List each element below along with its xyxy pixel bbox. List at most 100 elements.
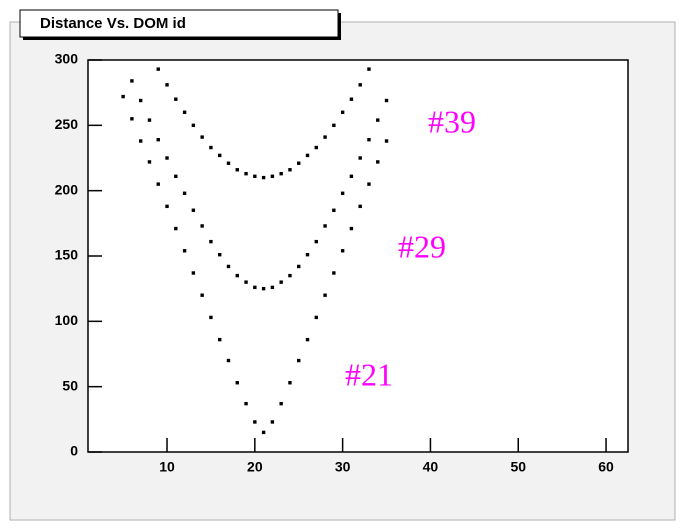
point [165,83,169,87]
chart-title: Distance Vs. DOM id [40,15,186,32]
x-tick-label: 10 [159,459,175,475]
title-box [19,9,339,38]
point [305,252,310,257]
point [288,381,292,385]
y-tick-label: 150 [55,247,79,263]
point [130,79,134,83]
point [288,273,292,278]
point [147,118,152,122]
point [376,160,380,164]
point [174,226,178,231]
point [358,204,362,209]
point [226,161,231,165]
point [384,98,389,103]
annotation: #39 [428,103,476,139]
point [376,118,380,122]
point [200,135,204,139]
x-tick-label: 50 [510,459,526,475]
point [358,156,362,160]
point [340,249,345,253]
point [305,337,310,342]
x-tick-label: 60 [598,459,614,475]
point [384,139,389,143]
point [182,249,187,253]
point [191,271,196,275]
point [226,264,231,269]
point [323,224,327,228]
y-tick-label: 50 [62,377,78,393]
point [121,94,125,99]
point [182,191,187,195]
point [270,285,275,290]
point [244,401,248,406]
point [305,153,310,158]
x-tick-label: 30 [335,459,351,475]
point [332,123,336,128]
point [209,239,213,244]
point [253,420,257,424]
point [253,285,257,290]
point [270,420,275,424]
point [130,117,134,121]
x-tick-label: 20 [247,459,263,475]
point [323,293,327,297]
point [191,123,196,128]
point [244,280,248,284]
point [147,160,152,164]
point [156,67,160,71]
point [261,430,266,435]
point [297,264,301,269]
point [138,139,143,143]
point [261,175,266,180]
point [218,337,222,342]
point [288,168,292,172]
point [138,98,143,103]
annotation: #29 [398,228,446,264]
point [297,358,301,363]
point [209,315,213,320]
point [279,280,283,284]
point [297,161,301,165]
point [218,153,222,158]
point [253,174,257,178]
point [349,97,354,101]
point [358,83,362,87]
point [200,224,204,228]
point [349,174,354,178]
point [226,358,231,363]
point [156,138,160,142]
point [200,293,204,297]
point [270,174,275,178]
point [314,145,318,150]
point [314,315,318,320]
point [174,97,178,101]
point [174,174,178,178]
point [209,145,213,150]
y-tick-label: 250 [55,116,79,132]
point [367,67,371,71]
point [332,208,336,212]
annotation: #21 [345,356,393,392]
x-tick-label: 40 [423,459,439,475]
point [323,135,327,139]
point [218,252,222,257]
y-tick-label: 300 [55,51,79,67]
point [261,286,266,291]
point [367,138,371,142]
y-tick-label: 0 [70,443,78,459]
point [182,110,187,114]
point [314,239,318,244]
point [332,271,336,275]
point [235,381,239,385]
y-tick-label: 100 [55,312,79,328]
point [340,110,345,114]
point [367,182,371,186]
point [156,182,160,186]
point [279,401,283,406]
point [279,171,283,176]
point [235,273,239,278]
point [340,191,345,195]
point [244,171,248,176]
point [191,208,196,212]
